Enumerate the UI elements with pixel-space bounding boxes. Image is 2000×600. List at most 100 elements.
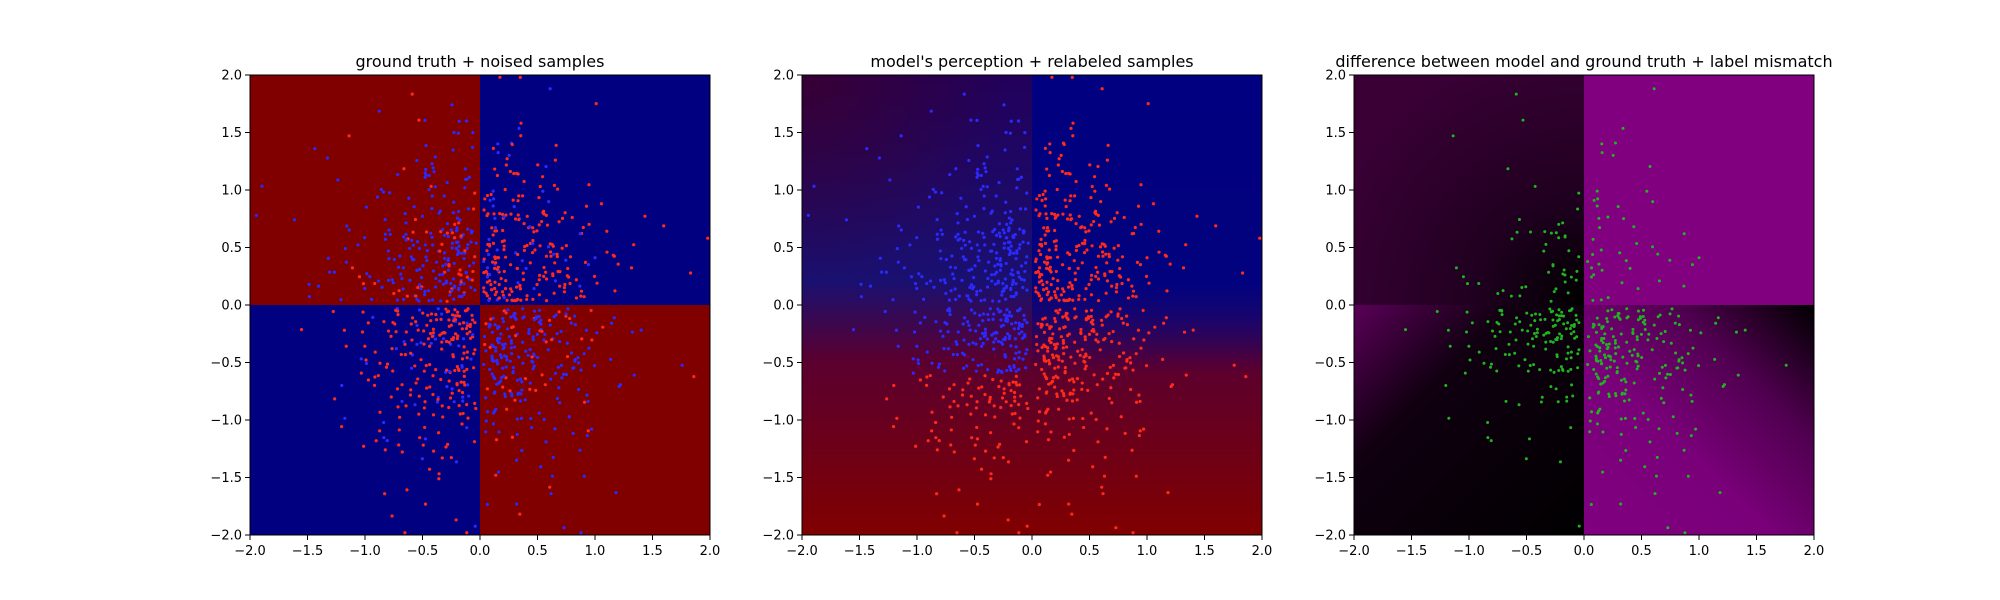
- sample-point: [613, 289, 617, 293]
- sample-point: [456, 334, 460, 338]
- sample-point: [462, 380, 466, 384]
- sample-point: [471, 145, 475, 149]
- sample-point: [503, 287, 508, 291]
- sample-point: [573, 323, 578, 327]
- mismatch-point: [1602, 337, 1606, 341]
- sample-point: [473, 255, 477, 259]
- sample-point: [422, 369, 426, 373]
- sample-point: [518, 399, 523, 403]
- sample-point: [377, 109, 381, 113]
- mismatch-point: [1659, 332, 1663, 336]
- relabeled-point: [1100, 485, 1104, 489]
- relabeled-point: [1130, 232, 1134, 236]
- relabeled-point: [953, 287, 957, 291]
- relabeled-point: [969, 394, 973, 398]
- relabeled-point: [1105, 279, 1110, 283]
- relabeled-point: [1041, 192, 1045, 197]
- mismatch-point: [1784, 363, 1788, 367]
- relabeled-point: [1006, 460, 1011, 464]
- relabeled-point: [1087, 229, 1091, 233]
- sample-point: [389, 395, 393, 399]
- relabeled-point: [1084, 309, 1089, 313]
- relabeled-point: [1078, 353, 1082, 357]
- relabeled-point: [949, 428, 953, 432]
- sample-point: [553, 158, 557, 162]
- mismatch-point: [1549, 339, 1553, 343]
- relabeled-point: [1109, 310, 1113, 314]
- relabeled-point: [1043, 204, 1047, 208]
- sample-point: [465, 383, 470, 387]
- mismatch-point: [1718, 491, 1722, 495]
- relabeled-point: [993, 282, 997, 286]
- mismatch-point: [1610, 308, 1614, 312]
- sample-point: [538, 273, 542, 278]
- mismatch-point: [1722, 383, 1726, 387]
- sample-point: [574, 278, 578, 282]
- relabeled-point: [844, 218, 849, 222]
- relabeled-point: [1002, 103, 1006, 107]
- sample-point: [458, 282, 462, 287]
- sample-point: [500, 212, 505, 216]
- relabeled-point: [1009, 314, 1014, 318]
- sample-point: [415, 240, 420, 244]
- relabeled-point: [976, 167, 980, 171]
- sample-point: [531, 226, 535, 230]
- relabeled-point: [981, 184, 985, 188]
- relabeled-point: [1054, 309, 1058, 313]
- sample-point: [473, 288, 477, 292]
- sample-point: [535, 229, 539, 233]
- sample-point: [307, 295, 312, 299]
- sample-point: [528, 381, 532, 385]
- relabeled-point: [1146, 102, 1150, 106]
- relabeled-point: [1061, 315, 1065, 319]
- relabeled-point: [1089, 223, 1093, 227]
- relabeled-point: [935, 448, 939, 452]
- sample-point: [503, 187, 507, 192]
- sample-point: [473, 191, 477, 195]
- relabeled-point: [1131, 531, 1135, 535]
- sample-point: [495, 358, 499, 363]
- mismatch-point: [1551, 318, 1555, 322]
- sample-point: [390, 514, 394, 518]
- relabeled-point: [1014, 282, 1018, 286]
- sample-point: [493, 293, 497, 297]
- sample-point: [391, 320, 395, 325]
- sample-point: [450, 231, 454, 235]
- y-tick-label: 1.5: [773, 126, 794, 141]
- relabeled-point: [1021, 285, 1025, 290]
- relabeled-point: [1057, 407, 1061, 411]
- relabeled-point: [1045, 293, 1049, 297]
- sample-point: [453, 332, 458, 336]
- sample-point: [484, 419, 488, 423]
- sample-point: [471, 318, 475, 322]
- sample-point: [519, 416, 524, 420]
- sample-point: [409, 366, 414, 370]
- mismatch-point: [1624, 380, 1628, 384]
- sample-point: [493, 280, 497, 284]
- sample-point: [415, 268, 419, 273]
- mismatch-point: [1669, 341, 1673, 345]
- sample-point: [445, 181, 449, 185]
- mismatch-point: [1594, 330, 1598, 334]
- sample-point: [511, 299, 515, 303]
- sample-point: [429, 312, 434, 316]
- sample-point: [543, 332, 547, 336]
- sample-point: [457, 388, 461, 393]
- sample-point: [504, 163, 508, 167]
- mismatch-point: [1598, 407, 1602, 411]
- relabeled-point: [1092, 175, 1097, 179]
- relabeled-point: [1086, 388, 1090, 392]
- sample-point: [515, 432, 519, 437]
- sample-point: [538, 184, 542, 189]
- relabeled-point: [1025, 320, 1029, 325]
- sample-point: [496, 470, 501, 474]
- mismatch-point: [1623, 392, 1627, 396]
- mismatch-point: [1619, 417, 1623, 421]
- mismatch-point: [1508, 330, 1512, 334]
- sample-point: [411, 230, 415, 234]
- mismatch-point: [1690, 399, 1694, 403]
- relabeled-point: [963, 230, 967, 234]
- sample-point: [585, 393, 589, 397]
- sample-point: [546, 348, 550, 352]
- sample-point: [465, 275, 469, 279]
